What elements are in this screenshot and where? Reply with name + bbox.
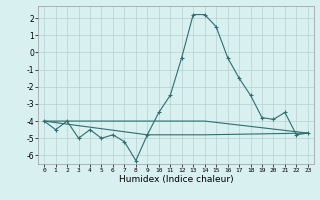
X-axis label: Humidex (Indice chaleur): Humidex (Indice chaleur)	[119, 175, 233, 184]
